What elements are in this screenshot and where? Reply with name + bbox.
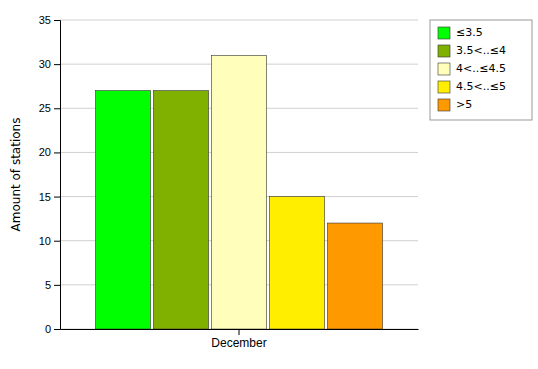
y-axis-title: Amount of stations	[9, 118, 23, 232]
y-tick-label: 5	[45, 279, 51, 291]
y-tick-mark	[54, 241, 60, 242]
y-tick: 20	[39, 146, 60, 158]
x-tick-mark	[239, 329, 240, 335]
legend-item: ≤3.5	[438, 26, 483, 39]
y-tick: 15	[39, 191, 60, 203]
legend-item: 4<..≤4.5	[438, 62, 506, 75]
bar-series	[269, 197, 324, 329]
x-tick: December	[211, 329, 266, 350]
y-tick-mark	[54, 20, 60, 21]
y-tick-mark	[54, 285, 60, 286]
bar	[211, 55, 266, 329]
bar	[269, 197, 324, 329]
y-tick-mark	[54, 64, 60, 65]
legend-label: 4<..≤4.5	[456, 62, 506, 75]
chart-container: 0 5 10 15 20 25 30 35 December Amount of stations…	[0, 0, 538, 369]
y-tick-mark	[54, 108, 60, 109]
legend-label: ≤3.5	[456, 26, 483, 39]
y-axis-line	[54, 21, 61, 330]
legend-item: 3.5<..≤4	[438, 44, 506, 57]
legend-swatch	[438, 81, 450, 93]
y-tick: 25	[39, 102, 60, 114]
y-tick-label: 35	[39, 14, 51, 26]
legend-swatch	[438, 99, 450, 111]
bar-series	[95, 91, 150, 329]
bar	[95, 91, 150, 329]
y-tick: 10	[39, 235, 60, 247]
legend-item: >5	[438, 98, 472, 111]
bar	[327, 223, 382, 329]
y-axis: 0 5 10 15 20 25 30 35	[39, 14, 61, 335]
y-tick-mark	[54, 152, 60, 153]
y-tick-mark	[54, 329, 60, 330]
grid-line	[60, 20, 418, 21]
bar-series	[211, 55, 266, 329]
bar-series	[327, 223, 382, 329]
plot: 0 5 10 15 20 25 30 35 December	[39, 14, 419, 350]
y-tick: 5	[45, 279, 60, 291]
y-tick-mark	[54, 197, 60, 198]
legend-label: 3.5<..≤4	[456, 44, 506, 57]
legend-label: >5	[456, 98, 472, 111]
y-tick: 0	[45, 323, 60, 335]
y-tick-label: 30	[39, 58, 51, 70]
legend: ≤3.5 3.5<..≤4 4<..≤4.5 4.5<..≤5 >5	[430, 20, 532, 120]
y-tick-label: 25	[39, 102, 51, 114]
grid	[60, 20, 418, 329]
bar-series	[153, 91, 208, 329]
legend-swatch	[438, 27, 450, 39]
legend-label: 4.5<..≤5	[456, 80, 506, 93]
legend-swatch	[438, 63, 450, 75]
y-tick-label: 0	[45, 323, 51, 335]
x-axis: December	[61, 329, 419, 350]
y-tick-label: 15	[39, 191, 51, 203]
y-tick-label: 10	[39, 235, 51, 247]
bars	[95, 55, 382, 329]
x-tick-label: December	[211, 336, 266, 350]
legend-frame	[430, 20, 532, 120]
legend-swatch	[438, 45, 450, 57]
y-tick-label: 20	[39, 146, 51, 158]
chart-svg: 0 5 10 15 20 25 30 35 December Amount of stations…	[0, 0, 538, 369]
y-tick: 30	[39, 58, 60, 70]
bar	[153, 91, 208, 329]
y-tick: 35	[39, 14, 60, 26]
legend-item: 4.5<..≤5	[438, 80, 506, 93]
